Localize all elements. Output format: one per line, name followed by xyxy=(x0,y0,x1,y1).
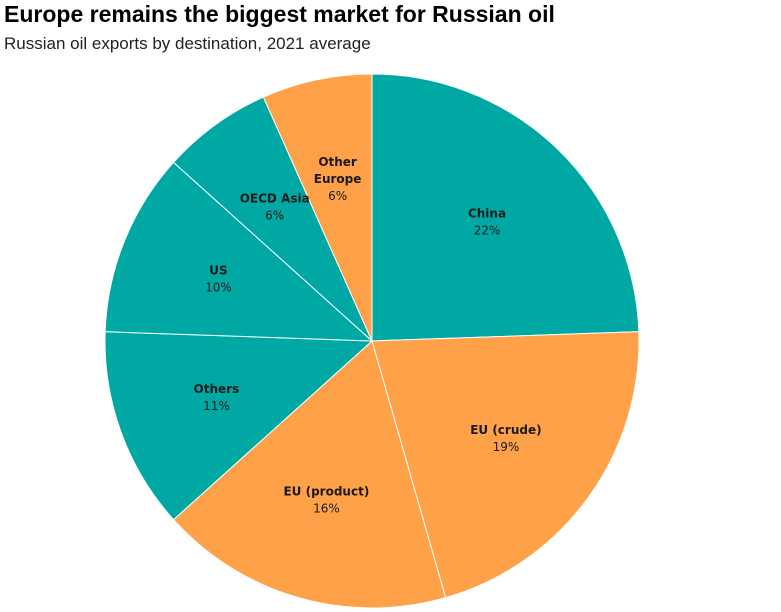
slice-label-other-europe: Other Europe 6% xyxy=(314,155,362,203)
pie-slice-eu-crude xyxy=(371,331,640,599)
slice-value-label: 22% xyxy=(474,223,501,237)
slice-label-eu-product: EU (product) 16% xyxy=(283,484,369,515)
pie-slice-us xyxy=(104,161,374,342)
slice-label-us: US 10% xyxy=(205,263,232,294)
slice-label-others: Others 11% xyxy=(194,382,240,413)
slice-value-label: 11% xyxy=(203,399,230,413)
slice-label-text: EU (product) xyxy=(283,484,369,498)
slice-value-label: 10% xyxy=(205,280,232,294)
slice-label-text: China xyxy=(468,206,506,220)
pie-slice-other-europe xyxy=(262,73,373,342)
pie-labels: China 22% EU (crude) 19% EU (product) 16% Othe… xyxy=(194,155,542,515)
slice-label-text: Europe xyxy=(314,172,362,186)
chart-title: Europe remains the biggest market for Ru… xyxy=(4,1,555,27)
slice-label-oecd-asia: OECD Asia 6% xyxy=(240,191,310,222)
slice-label-text: EU (crude) xyxy=(470,422,541,436)
slice-label-text: OECD Asia xyxy=(240,191,310,205)
slice-label-eu-crude: EU (crude) 19% xyxy=(470,422,541,453)
slice-value-label: 16% xyxy=(313,501,340,515)
pie-slice-eu-product xyxy=(172,340,447,609)
slice-label-china: China 22% xyxy=(468,206,506,237)
slice-value-label: 19% xyxy=(493,439,520,453)
slice-value-label: 6% xyxy=(328,189,347,203)
chart-subtitle: Russian oil exports by destination, 2021… xyxy=(4,34,371,53)
slice-label-text: US xyxy=(209,263,227,277)
slice-value-label: 6% xyxy=(265,208,284,222)
slice-label-text: Others xyxy=(194,382,240,396)
pie-slice-others xyxy=(104,331,374,521)
pie-slices xyxy=(104,73,640,609)
slice-label-text: Other xyxy=(318,155,357,169)
pie-slice-oecd-asia xyxy=(172,96,373,342)
pie-slice-china xyxy=(371,73,640,342)
